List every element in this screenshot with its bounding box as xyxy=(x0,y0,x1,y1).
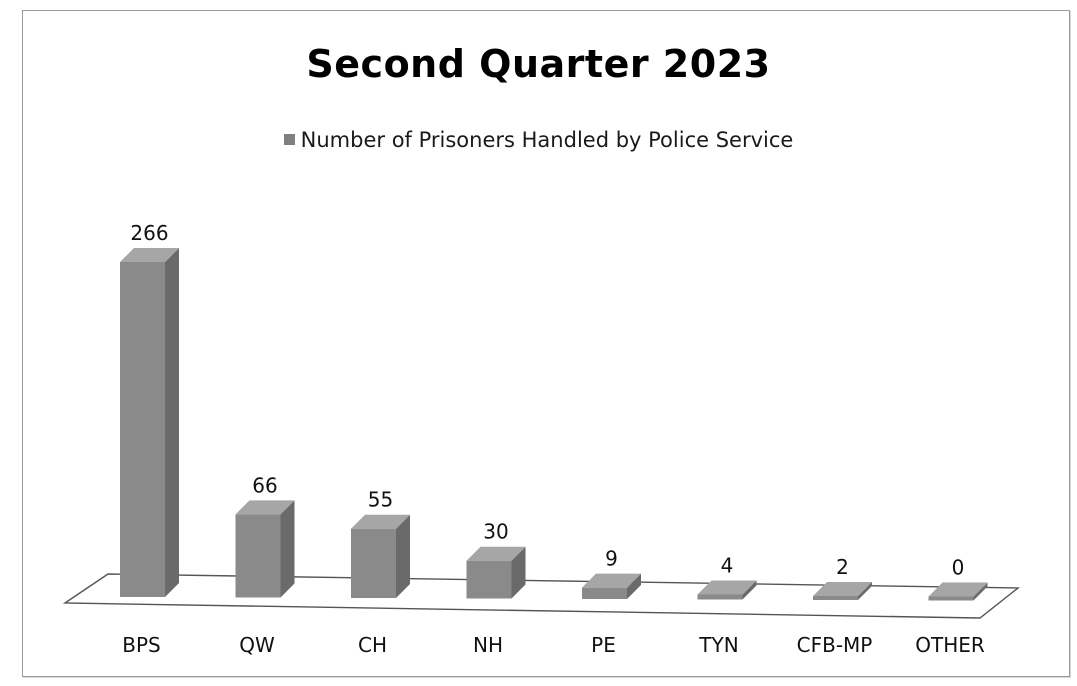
chart-floor xyxy=(62,573,1020,619)
bar-side xyxy=(858,582,872,600)
bar-side xyxy=(511,546,526,599)
bar-front xyxy=(697,594,743,600)
bar-side xyxy=(742,580,757,600)
bar-pe xyxy=(582,573,641,599)
x-tick-tyn: TYN xyxy=(698,633,738,657)
bar-other xyxy=(928,582,988,601)
bar-front xyxy=(813,596,858,600)
bar-top xyxy=(235,500,295,515)
bar-qw xyxy=(235,500,295,598)
x-tick-qw: QW xyxy=(239,633,275,657)
chart-frame xyxy=(22,10,1070,677)
bar-cfb-mp xyxy=(813,582,872,600)
x-tick-cfb-mp: CFB-MP xyxy=(797,633,873,657)
legend-swatch xyxy=(283,134,295,145)
chart-title: Second Quarter 2023 xyxy=(306,42,771,86)
x-tick-nh: NH xyxy=(473,633,503,657)
bar-side xyxy=(280,500,295,598)
data-label-other: 0 xyxy=(952,556,965,580)
bar-front xyxy=(928,596,974,601)
data-label-ch: 55 xyxy=(368,488,393,512)
bar-side xyxy=(973,582,988,601)
bar-side xyxy=(165,248,179,597)
bar-bps xyxy=(120,248,179,597)
x-tick-bps: BPS xyxy=(122,633,160,657)
x-tick-other: OTHER xyxy=(915,633,985,657)
data-label-bps: 266 xyxy=(130,221,168,245)
bar-tyn xyxy=(697,580,757,600)
bar-front xyxy=(466,560,512,599)
bar-top xyxy=(928,582,988,597)
bar-side xyxy=(627,573,641,599)
bar-front xyxy=(235,514,281,598)
data-label-nh: 30 xyxy=(483,520,508,544)
x-tick-pe: PE xyxy=(591,633,616,657)
data-label-pe: 9 xyxy=(605,547,618,571)
legend-label: Number of Prisoners Handled by Police Se… xyxy=(300,128,794,152)
bar-nh xyxy=(466,546,526,599)
bar-top xyxy=(466,546,526,561)
bar-side xyxy=(396,514,410,598)
bar-top xyxy=(697,580,757,595)
bar-front xyxy=(582,587,627,599)
bar-front xyxy=(120,262,165,597)
x-tick-ch: CH xyxy=(358,633,387,657)
bar-top xyxy=(120,248,179,262)
data-label-cfb-mp: 2 xyxy=(836,555,849,579)
legend: Number of Prisoners Handled by Police Se… xyxy=(0,128,1077,152)
bar-top xyxy=(351,514,410,529)
data-label-tyn: 4 xyxy=(721,553,734,577)
bar-top xyxy=(813,582,872,596)
data-label-qw: 66 xyxy=(252,473,277,497)
bar-ch xyxy=(351,514,410,598)
bar-top xyxy=(582,573,641,588)
bar-front xyxy=(351,528,396,598)
